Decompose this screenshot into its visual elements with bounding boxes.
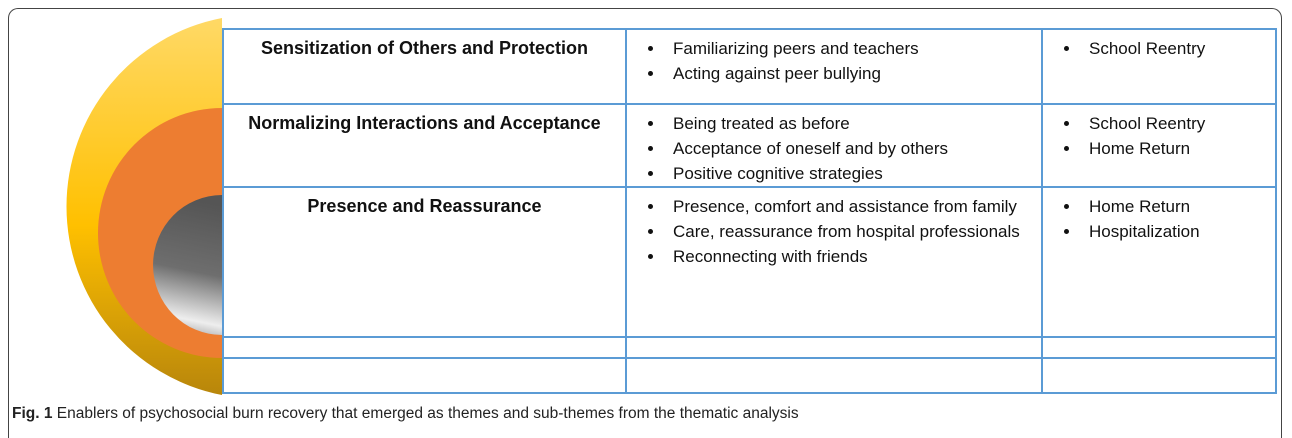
subtheme-item: Positive cognitive strategies	[665, 161, 1031, 186]
subtheme-item: Reconnecting with friends	[665, 244, 1031, 269]
subtheme-item: Familiarizing peers and teachers	[665, 36, 1031, 61]
subthemes-cell: Familiarizing peers and teachersActing a…	[625, 28, 1043, 105]
contexts-cell: School Reentry	[1041, 28, 1277, 105]
table-row: Presence and Reassurance Presence, comfor…	[222, 186, 1277, 338]
empty-cell	[625, 336, 1043, 359]
subtheme-item: Being treated as before	[665, 111, 1031, 136]
empty-cell	[1041, 357, 1277, 394]
table-body: Sensitization of Others and ProtectionFa…	[222, 28, 1277, 394]
contexts-cell: School ReentryHome Return	[1041, 103, 1277, 188]
themes-table: Sensitization of Others and ProtectionFa…	[222, 28, 1277, 394]
contexts-list: School Reentry	[1053, 36, 1265, 61]
subtheme-item: Presence, comfort and assistance from fa…	[665, 194, 1031, 219]
context-item: School Reentry	[1081, 36, 1265, 61]
theme-cell: Presence and Reassurance	[222, 186, 627, 338]
subtheme-item: Care, reassurance from hospital professi…	[665, 219, 1031, 244]
subthemes-cell: Being treated as beforeAcceptance of one…	[625, 103, 1043, 188]
caption-text: Enablers of psychosocial burn recovery t…	[56, 405, 799, 422]
context-item: Home Return	[1081, 136, 1265, 161]
empty-cell	[1041, 336, 1277, 359]
context-item: School Reentry	[1081, 111, 1265, 136]
empty-row	[222, 336, 1277, 359]
caption-label: Fig. 1	[12, 405, 53, 422]
theme-cell: Normalizing Interactions and Acceptance	[222, 103, 627, 188]
subthemes-list: Presence, comfort and assistance from fa…	[637, 194, 1031, 269]
empty-cell	[222, 336, 627, 359]
contexts-list: Home ReturnHospitalization	[1053, 194, 1265, 244]
caption: Fig. 1 Enablers of psychosocial burn rec…	[12, 405, 799, 423]
context-item: Home Return	[1081, 194, 1265, 219]
theme-cell: Sensitization of Others and Protection	[222, 28, 627, 105]
inner-circle	[153, 195, 222, 335]
subtheme-item: Acting against peer bullying	[665, 61, 1031, 86]
empty-cell	[222, 357, 627, 394]
empty-row	[222, 357, 1277, 394]
contexts-cell: Home ReturnHospitalization	[1041, 186, 1277, 338]
subthemes-list: Being treated as beforeAcceptance of one…	[637, 111, 1031, 186]
subthemes-list: Familiarizing peers and teachersActing a…	[637, 36, 1031, 86]
circles-graphic	[66, 18, 222, 395]
context-item: Hospitalization	[1081, 219, 1265, 244]
contexts-list: School ReentryHome Return	[1053, 111, 1265, 161]
table-row: Normalizing Interactions and AcceptanceB…	[222, 103, 1277, 188]
subthemes-cell: Presence, comfort and assistance from fa…	[625, 186, 1043, 338]
figure-frame	[8, 8, 1282, 438]
table-row: Sensitization of Others and ProtectionFa…	[222, 28, 1277, 105]
empty-cell	[625, 357, 1043, 394]
subtheme-item: Acceptance of oneself and by others	[665, 136, 1031, 161]
